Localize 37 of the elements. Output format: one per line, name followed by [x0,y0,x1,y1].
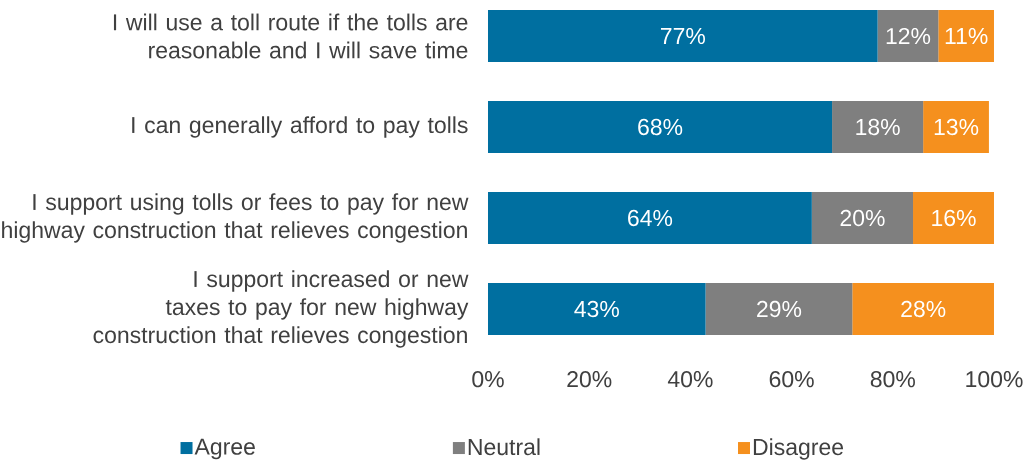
data-label: 77% [660,27,706,45]
bar [488,10,878,62]
y-tick-label: I can generally afford to pay tolls [132,116,468,138]
y-tick-label: I will use a toll route if the tolls are reasonable and I will save time [113,13,468,59]
bar [811,192,914,244]
data-label: 28% [901,300,946,318]
legend-label: Agree [194,438,255,460]
data-label: 18% [856,118,900,136]
legend-label: Disagree [753,438,844,460]
y-tick-label: I support increased or new taxes to pay for new highway construction that relieves congestion [93,270,469,348]
y-tick-label: I support using tolls or fees to pay for new highway construction that relieves congestion [2,193,469,243]
data-label: 20% [840,209,885,227]
bar [913,192,994,244]
x-tick-label: 40% [667,371,713,388]
bar [877,10,939,62]
data-label: 29% [757,300,802,318]
bar [488,192,812,244]
bar [852,283,994,335]
data-label: 12% [886,27,931,45]
data-label: 11% [945,27,988,45]
x-tick-label: 20% [567,371,612,388]
x-tick-label: 60% [769,371,814,388]
data-label: 13% [934,118,979,136]
data-label: 68% [638,118,683,136]
bar [705,283,853,335]
bar [938,10,994,62]
bar [488,283,706,335]
data-label: 43% [574,300,619,318]
x-tick-label: 100% [966,371,1023,388]
data-label: 64% [628,209,673,227]
bar [832,101,924,153]
legend-label: Neutral [468,438,540,456]
bar [923,101,989,153]
data-label: 16% [932,209,976,227]
bar [488,101,833,153]
x-tick-label: 0% [472,371,504,388]
x-tick-label: 80% [870,371,915,388]
